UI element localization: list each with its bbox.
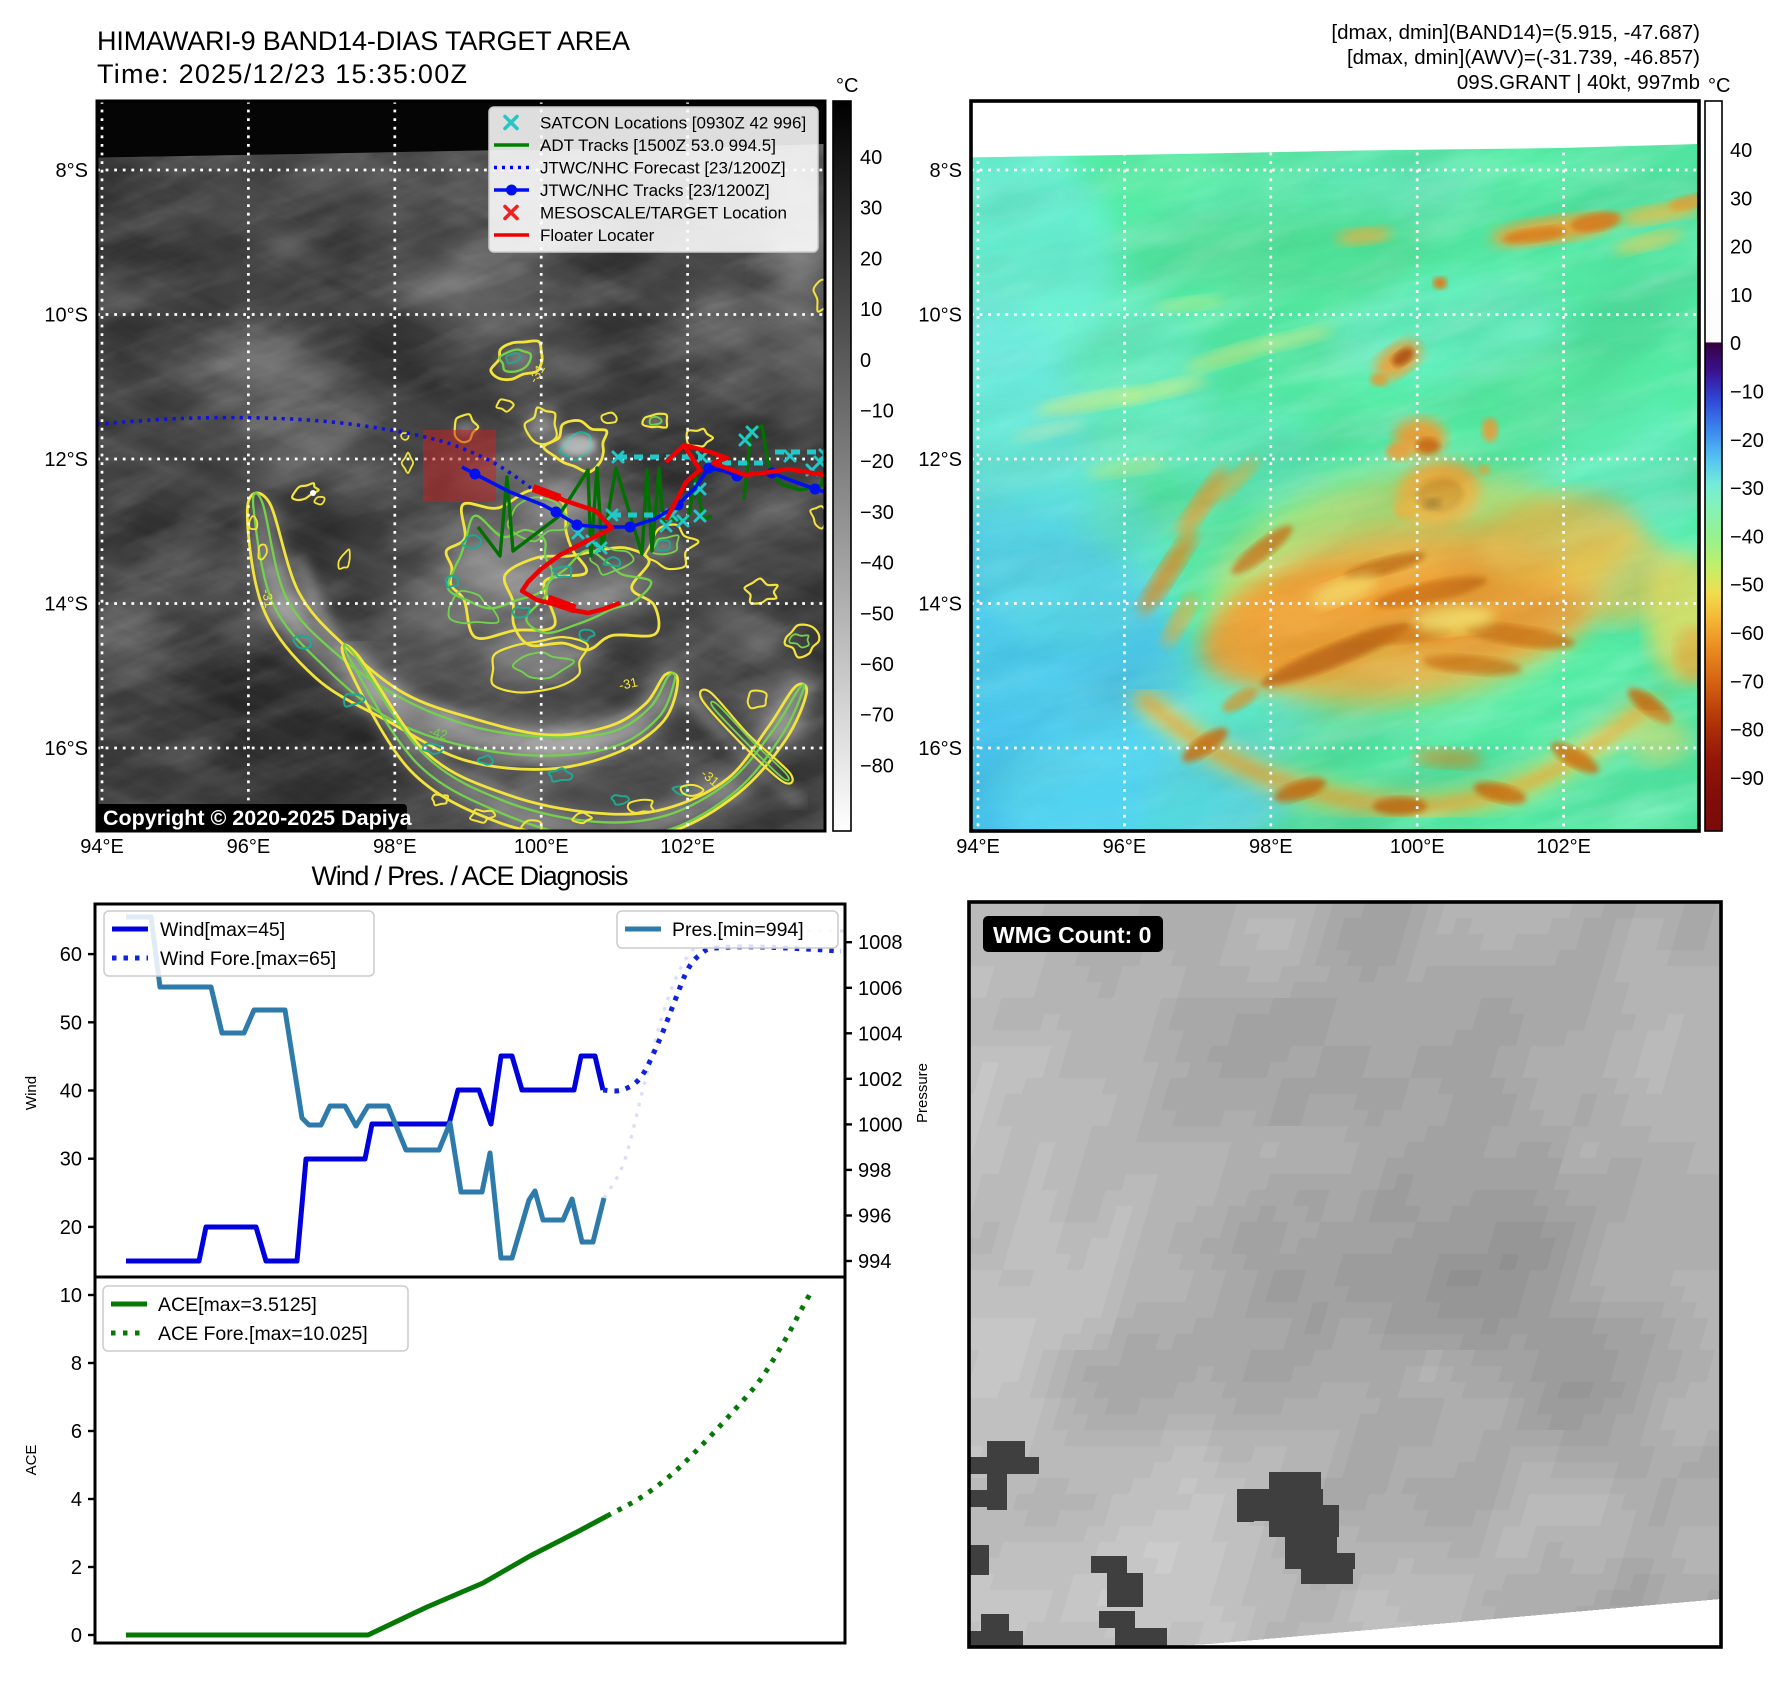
svg-text:−40: −40 [860,553,894,575]
svg-text:−20: −20 [860,451,894,473]
svg-text:0: 0 [1730,333,1741,355]
svg-text:16°S: 16°S [918,738,962,760]
svg-text:16°S: 16°S [44,738,88,760]
svg-text:JTWC/NHC Tracks [23/1200Z]: JTWC/NHC Tracks [23/1200Z] [540,181,770,200]
svg-text:20: 20 [860,248,882,270]
svg-text:°C: °C [836,75,858,97]
svg-text:1002: 1002 [858,1069,903,1091]
svg-text:4: 4 [71,1489,82,1511]
svg-text:09S.GRANT | 40kt, 997mb: 09S.GRANT | 40kt, 997mb [1457,71,1700,94]
svg-text:JTWC/NHC Forecast [23/1200Z]: JTWC/NHC Forecast [23/1200Z] [540,159,786,178]
svg-text:ACE: ACE [23,1445,40,1476]
svg-text:6: 6 [71,1421,82,1443]
svg-text:12°S: 12°S [44,449,88,471]
svg-text:998: 998 [858,1160,891,1182]
svg-text:−90: −90 [1730,768,1764,790]
svg-text:10°S: 10°S [918,305,962,327]
svg-text:ADT Tracks [1500Z 53.0 994.5]: ADT Tracks [1500Z 53.0 994.5] [540,136,776,155]
svg-text:8: 8 [71,1353,82,1375]
svg-text:8°S: 8°S [930,160,962,182]
svg-text:Wind[max=45]: Wind[max=45] [160,919,285,941]
svg-text:−80: −80 [1730,720,1764,742]
svg-text:100°E: 100°E [1390,836,1445,858]
svg-text:ACE[max=3.5125]: ACE[max=3.5125] [158,1294,317,1316]
svg-text:−60: −60 [860,654,894,676]
svg-text:996: 996 [858,1206,891,1228]
svg-text:[dmax, dmin](BAND14)=(5.915, -: [dmax, dmin](BAND14)=(5.915, -47.687) [1331,21,1700,44]
svg-text:WMG Count: 0: WMG Count: 0 [993,922,1151,948]
svg-text:60: 60 [60,944,82,966]
svg-text:Pres.[min=994]: Pres.[min=994] [672,919,804,941]
svg-text:98°E: 98°E [1249,836,1293,858]
svg-text:Floater Locater: Floater Locater [540,226,655,245]
svg-text:1004: 1004 [858,1023,903,1045]
svg-text:50: 50 [60,1012,82,1034]
svg-text:−50: −50 [860,603,894,625]
svg-text:10: 10 [60,1285,82,1307]
svg-text:94°E: 94°E [956,836,1000,858]
svg-text:−60: −60 [1730,623,1764,645]
svg-text:1000: 1000 [858,1114,903,1136]
svg-text:−70: −70 [1730,671,1764,693]
svg-text:102°E: 102°E [1536,836,1591,858]
svg-text:Wind Fore.[max=65]: Wind Fore.[max=65] [160,948,336,970]
svg-text:Pressure: Pressure [914,1063,931,1123]
svg-text:−10: −10 [860,401,894,423]
svg-text:0: 0 [71,1625,82,1647]
svg-text:−80: −80 [860,755,894,777]
svg-text:-31: -31 [618,674,640,693]
svg-text:96°E: 96°E [227,836,271,858]
svg-text:40: 40 [60,1081,82,1103]
svg-text:30: 30 [860,198,882,220]
svg-text:0: 0 [860,350,871,372]
svg-text:994: 994 [858,1251,891,1273]
svg-text:96°E: 96°E [1103,836,1147,858]
svg-text:8°S: 8°S [56,160,88,182]
svg-text:HIMAWARI-9 BAND14-DIAS TARGET: HIMAWARI-9 BAND14-DIAS TARGET AREA [97,26,630,56]
svg-text:20: 20 [60,1217,82,1239]
svg-text:20: 20 [1730,237,1752,259]
svg-text:ACE Fore.[max=10.025]: ACE Fore.[max=10.025] [158,1323,368,1345]
svg-text:−70: −70 [860,705,894,727]
svg-text:Wind / Pres. / ACE Diagnosis: Wind / Pres. / ACE Diagnosis [312,861,629,891]
svg-text:10: 10 [1730,285,1752,307]
svg-text:12°S: 12°S [918,449,962,471]
svg-text:14°S: 14°S [44,594,88,616]
svg-text:2: 2 [71,1557,82,1579]
svg-text:SATCON Locations [0930Z 42 996: SATCON Locations [0930Z 42 996] [540,114,806,133]
svg-text:10: 10 [860,299,882,321]
svg-text:-42: -42 [427,723,449,742]
svg-text:94°E: 94°E [80,836,124,858]
svg-text:100°E: 100°E [514,836,569,858]
svg-text:98°E: 98°E [373,836,417,858]
svg-text:MESOSCALE/TARGET Location: MESOSCALE/TARGET Location [540,204,787,223]
svg-text:Wind: Wind [23,1076,40,1110]
svg-text:Time: 2025/12/23 15:35:00Z: Time: 2025/12/23 15:35:00Z [97,59,467,89]
svg-text:1008: 1008 [858,932,903,954]
svg-text:14°S: 14°S [918,594,962,616]
svg-text:−30: −30 [860,502,894,524]
svg-text:-31: -31 [259,588,277,609]
svg-text:Copyright © 2020-2025 Dapiya: Copyright © 2020-2025 Dapiya [103,806,413,830]
svg-text:40: 40 [1730,140,1752,162]
svg-text:102°E: 102°E [660,836,715,858]
svg-text:40: 40 [860,147,882,169]
svg-text:30: 30 [1730,188,1752,210]
svg-text:°C: °C [1708,75,1730,97]
svg-text:−20: −20 [1730,430,1764,452]
svg-text:10°S: 10°S [44,305,88,327]
svg-text:−10: −10 [1730,382,1764,404]
svg-text:−40: −40 [1730,526,1764,548]
svg-text:1006: 1006 [858,978,903,1000]
svg-text:[dmax, dmin](AWV)=(-31.739, -4: [dmax, dmin](AWV)=(-31.739, -46.857) [1347,46,1700,69]
svg-text:30: 30 [60,1149,82,1171]
svg-text:−30: −30 [1730,478,1764,500]
svg-text:−50: −50 [1730,575,1764,597]
